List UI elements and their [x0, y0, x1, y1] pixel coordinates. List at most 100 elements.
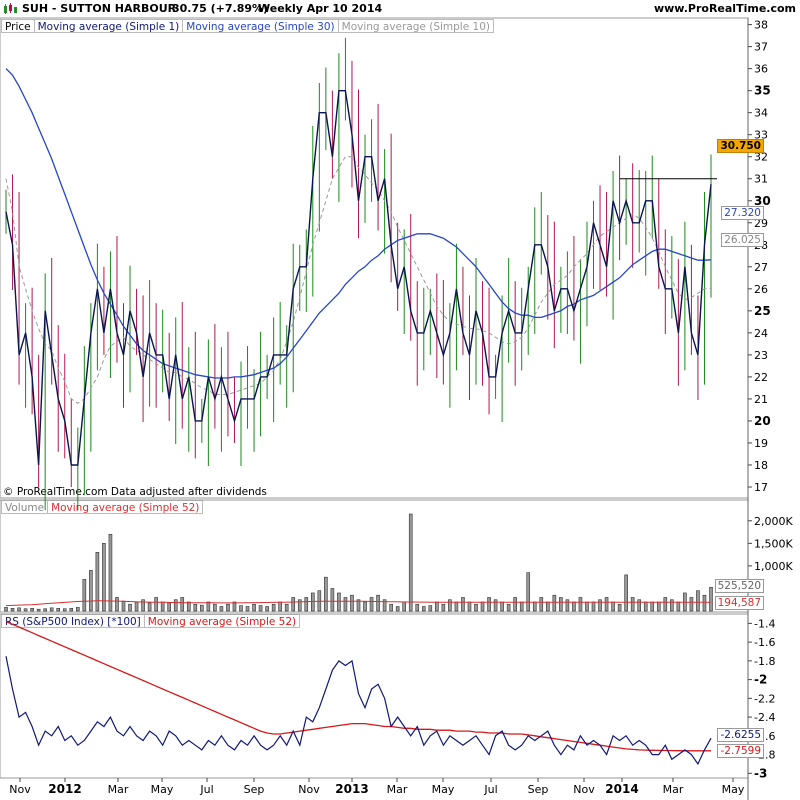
rs-ma-line [5, 620, 711, 752]
volume-bar [513, 597, 517, 612]
volume-bar [200, 604, 204, 612]
volume-bar [180, 597, 185, 612]
price-tick-label: 23 [754, 349, 768, 362]
volume-tick-label: 1,500K [754, 537, 793, 550]
volume-bar [650, 601, 655, 612]
price-tick-label: 32 [754, 151, 768, 164]
volume-bar [428, 605, 433, 612]
volume-bar [213, 603, 217, 612]
x-tick-label: May [432, 783, 455, 796]
price-tick-label: 24 [754, 327, 768, 340]
volume-bar [676, 601, 681, 612]
copyright-note: © ProRealTime.com Data adjusted after di… [3, 486, 267, 498]
volume-bar [617, 603, 622, 612]
volume-bar [69, 607, 74, 612]
volume-bar [578, 597, 583, 612]
volume-bar [709, 587, 713, 612]
volume-bar [134, 601, 139, 612]
volume-bar [402, 601, 406, 612]
volume-bar [82, 579, 87, 612]
volume-bar [252, 603, 256, 612]
volume-bar [539, 597, 544, 612]
ma30-line [5, 68, 712, 379]
volume-tick-label: 2,000K [754, 515, 793, 528]
volume-bar [546, 601, 550, 612]
volume-bar [62, 608, 67, 612]
candlestick-icon [4, 3, 17, 14]
volume-bar [395, 606, 400, 612]
price-tick-label: 33 [754, 129, 768, 142]
volume-bar [356, 599, 361, 612]
x-tick-label: Mar [663, 783, 684, 796]
volume-bar [154, 597, 158, 612]
volume-bar [487, 597, 491, 612]
price-tick-label: 29 [754, 217, 768, 230]
site-link[interactable]: www.ProRealTime.com [653, 2, 796, 15]
rs-tick-label: -1.8 [754, 655, 775, 668]
volume-bar [30, 607, 34, 612]
volume-bar [271, 603, 276, 612]
legend-ma1[interactable]: Moving average (Simple 1) [33, 19, 184, 33]
x-tick-label: May [151, 783, 174, 796]
volume-bar [441, 603, 446, 612]
legend-ma30[interactable]: Moving average (Simple 30) [182, 19, 339, 33]
panel-frame [0, 613, 749, 779]
legend-ma10[interactable]: Moving average (Simple 10) [337, 19, 494, 33]
volume-ma-line [5, 600, 711, 607]
volume-bar [572, 601, 576, 612]
volume-bar [128, 603, 132, 612]
volume-bar [637, 599, 641, 612]
volume-ma-tag: 194,587 [714, 596, 764, 610]
rs-tick-label: -3 [754, 766, 767, 780]
x-tick-label: Jul [199, 783, 213, 796]
volume-bar [656, 601, 661, 612]
volume-bar [337, 592, 341, 612]
volume-bar [585, 601, 589, 612]
volume-bar [565, 599, 570, 612]
volume-bar [689, 597, 694, 612]
volume-bar [559, 597, 563, 612]
volume-bar [10, 607, 15, 612]
legend-volume[interactable]: Volume [1, 500, 49, 514]
volume-bar [611, 601, 615, 612]
x-tick-label: Nov [573, 783, 595, 796]
volume-bar [408, 513, 413, 612]
volume-bar [624, 574, 628, 612]
x-tick-label: Nov [298, 783, 320, 796]
volume-bar [89, 570, 93, 612]
volume-bar [461, 597, 465, 612]
rs-tick-label: -2 [754, 673, 767, 687]
ma30-tag: 27.320 [721, 206, 764, 220]
rs-ma-tag: -2.7599 [717, 744, 764, 758]
volume-bar [147, 602, 152, 612]
price-tick-label: 30 [754, 194, 771, 208]
volume-bar [604, 597, 609, 612]
volume-bar [226, 603, 230, 612]
price-tick-label: 26 [754, 283, 768, 296]
price-tick-label: 21 [754, 393, 768, 406]
volume-bar [206, 601, 211, 612]
volume-bar [311, 592, 315, 612]
volume-bar [278, 601, 282, 612]
volume-bar [421, 606, 426, 612]
price-legend: Price Moving average (Simple 1) Moving a… [1, 19, 494, 33]
chart-header: SUH - SUTTON HARBOUR 30.75 (+7.89%) Week… [0, 0, 800, 18]
volume-bar [376, 594, 380, 612]
volume-bar [369, 597, 374, 612]
price-tick-label: 17 [754, 481, 768, 494]
volume-bar [363, 601, 367, 612]
price-tick-label: 22 [754, 371, 768, 384]
volume-bar [160, 601, 165, 612]
volume-bar [4, 607, 8, 612]
legend-price[interactable]: Price [1, 19, 35, 33]
volume-bar [239, 605, 243, 612]
price-tick-label: 37 [754, 41, 768, 54]
x-tick-label: Sep [244, 783, 265, 796]
volume-bar [108, 534, 113, 612]
volume-bar [500, 601, 504, 612]
price-tick-label: 27 [754, 261, 768, 274]
x-tick-label: 2012 [48, 782, 81, 796]
x-tick-label: Mar [387, 783, 408, 796]
volume-bar [265, 606, 269, 612]
